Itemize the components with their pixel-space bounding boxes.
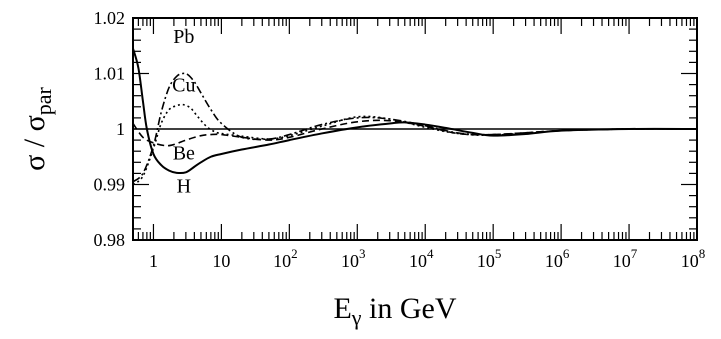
x-tick-label: 1	[149, 251, 158, 271]
y-axis-title-sub: par	[31, 86, 56, 115]
series-line-be	[132, 119, 698, 147]
y-tick-label: 1.01	[94, 64, 126, 84]
series-line-h	[132, 48, 698, 175]
y-axis-title: σ / σpar	[18, 86, 56, 170]
series-group	[132, 48, 698, 186]
x-tick-label: 108	[681, 246, 706, 271]
x-axis-title: Eγ in GeV	[333, 292, 456, 330]
y-tick-label: 0.98	[94, 230, 126, 250]
series-label-h: H	[177, 175, 191, 197]
x-axis-title-main: E	[333, 292, 351, 325]
series-line-cu	[132, 103, 698, 186]
series-label-pb: Pb	[173, 26, 194, 48]
series-label-be: Be	[173, 143, 195, 165]
x-tick-label: 105	[477, 246, 502, 271]
y-axis-title-main: σ / σ	[18, 115, 51, 171]
x-tick-label: 104	[409, 246, 434, 271]
x-tick-label: 103	[341, 246, 366, 271]
plot-frame	[132, 17, 698, 241]
x-tick-label: 102	[273, 246, 298, 271]
y-tick-label: 1.02	[94, 8, 126, 28]
y-tick-label: 0.99	[94, 175, 126, 195]
x-tick-labels: 1 10 102 103 104 105 106 107 108	[149, 246, 705, 271]
x-tick-label: 107	[613, 246, 638, 271]
x-tick-label: 106	[545, 246, 570, 271]
series-label-cu: Cu	[172, 74, 195, 96]
y-tick-label: 1	[116, 119, 125, 139]
series-annotations: Pb Cu Be H	[172, 26, 195, 197]
x-axis-title-sub: γ	[351, 305, 362, 330]
x-tick-label: 10	[212, 251, 230, 271]
series-line-pb	[132, 72, 698, 183]
y-tick-labels: 0.98 0.99 1 1.01 1.02	[94, 8, 126, 250]
x-axis-title-rest: in GeV	[362, 292, 457, 325]
